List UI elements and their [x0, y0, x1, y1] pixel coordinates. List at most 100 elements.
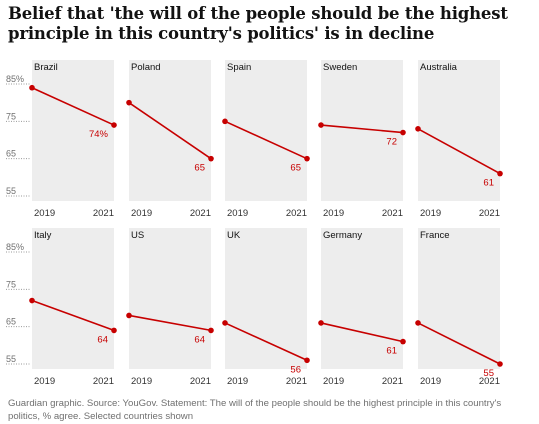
data-label-2021: 74%: [89, 129, 109, 140]
x-tick-label: 2019: [323, 376, 344, 387]
panel-background: [418, 228, 500, 369]
data-label-2021: 61: [483, 178, 494, 189]
panel-background: [129, 228, 211, 369]
x-tick-label: 2021: [286, 376, 307, 387]
panel-country-label: Germany: [323, 230, 362, 241]
series-line: [224, 322, 308, 361]
data-point-2021: [497, 361, 503, 367]
panel-country-label: UK: [227, 230, 241, 241]
y-tick-label: 55: [6, 354, 16, 364]
data-label-2021: 65: [290, 163, 301, 174]
data-point-2019: [222, 320, 228, 326]
x-tick-label: 2021: [190, 376, 211, 387]
data-label-2021: 56: [290, 364, 301, 375]
x-tick-label: 2019: [34, 208, 55, 219]
x-tick-label: 2021: [190, 208, 211, 219]
panel-germany: Germany 2019 2021 61: [318, 228, 406, 387]
y-tick-label: 55: [6, 186, 16, 196]
panel-poland: Poland 2019 2021 65: [126, 60, 214, 219]
data-point-2019: [29, 297, 35, 304]
data-point-2021: [497, 170, 503, 177]
panel-country-label: Spain: [227, 62, 251, 73]
panel-us: US 2019 2021 64: [126, 228, 214, 387]
series-line: [31, 299, 115, 332]
x-tick-label: 2021: [382, 208, 403, 219]
data-label-2021: 72: [386, 137, 397, 148]
y-tick-label: 65: [6, 149, 16, 159]
data-point-2019: [318, 122, 324, 128]
panel-country-label: Brazil: [34, 62, 58, 73]
data-point-2021: [208, 327, 214, 334]
x-tick-label: 2021: [286, 208, 307, 219]
data-label-2021: 64: [97, 334, 108, 345]
x-tick-label: 2019: [227, 376, 248, 387]
series-line: [417, 128, 501, 175]
series-line: [128, 102, 212, 160]
panel-background: [225, 60, 307, 201]
series-line: [128, 314, 212, 332]
data-point-2021: [400, 338, 406, 345]
data-point-2019: [318, 320, 324, 326]
x-tick-label: 2019: [227, 208, 248, 219]
source-note: Guardian graphic. Source: YouGov. Statem…: [8, 398, 502, 422]
x-tick-label: 2019: [34, 376, 55, 387]
x-tick-label: 2021: [93, 376, 114, 387]
data-point-2019: [415, 126, 421, 132]
x-tick-label: 2019: [131, 376, 152, 387]
data-point-2019: [415, 320, 421, 326]
data-point-2019: [222, 118, 228, 125]
series-line: [224, 120, 308, 160]
y-tick-label: 85%: [6, 242, 24, 252]
data-point-2019: [126, 312, 132, 319]
panel-australia: Australia 2019 2021 61: [415, 60, 503, 219]
panel-background: [321, 228, 403, 369]
x-tick-label: 2021: [479, 208, 500, 219]
panel-background: [321, 60, 403, 201]
panel-sweden: Sweden 2019 2021 72: [318, 60, 406, 219]
data-label-2021: 64: [194, 334, 205, 345]
panel-italy: 85% 75 65 55 Italy 2019 2021 64: [6, 228, 117, 387]
y-tick-label: 65: [6, 317, 16, 327]
y-tick-label: 85%: [6, 74, 24, 84]
panel-background: [418, 60, 500, 201]
x-tick-label: 2019: [420, 208, 441, 219]
panel-country-label: Sweden: [323, 62, 357, 73]
data-point-2021: [304, 155, 310, 162]
y-tick-label: 75: [6, 111, 16, 121]
panel-brazil: 85% 75 65 55 Brazil 2019 2021 74%: [6, 60, 117, 219]
panel-country-label: Italy: [34, 230, 52, 241]
x-tick-label: 2019: [420, 376, 441, 387]
panel-background: [32, 60, 114, 201]
data-point-2021: [111, 122, 117, 128]
data-point-2021: [400, 129, 406, 136]
x-tick-label: 2019: [131, 208, 152, 219]
panel-country-label: Poland: [131, 62, 161, 73]
x-tick-label: 2021: [479, 376, 500, 387]
series-line: [320, 124, 404, 134]
series-line: [31, 87, 115, 126]
panel-country-label: US: [131, 230, 144, 241]
data-point-2021: [208, 155, 214, 162]
x-tick-label: 2019: [323, 208, 344, 219]
x-tick-label: 2021: [382, 376, 403, 387]
chart-title: Belief that 'the will of the people shou…: [8, 4, 508, 43]
data-label-2021: 61: [386, 346, 397, 357]
y-tick-label: 75: [6, 279, 16, 289]
series-line: [320, 322, 404, 343]
data-point-2021: [111, 327, 117, 334]
panel-country-label: Australia: [420, 62, 458, 73]
data-label-2021: 55: [483, 368, 494, 379]
x-tick-label: 2021: [93, 208, 114, 219]
data-point-2019: [126, 99, 132, 106]
data-label-2021: 65: [194, 163, 205, 174]
panel-spain: Spain 2019 2021 65: [222, 60, 310, 219]
data-point-2021: [304, 357, 310, 364]
panel-background: [32, 228, 114, 369]
data-point-2019: [29, 84, 35, 91]
panel-country-label: France: [420, 230, 450, 241]
series-line: [417, 322, 501, 365]
panel-background: [225, 228, 307, 369]
